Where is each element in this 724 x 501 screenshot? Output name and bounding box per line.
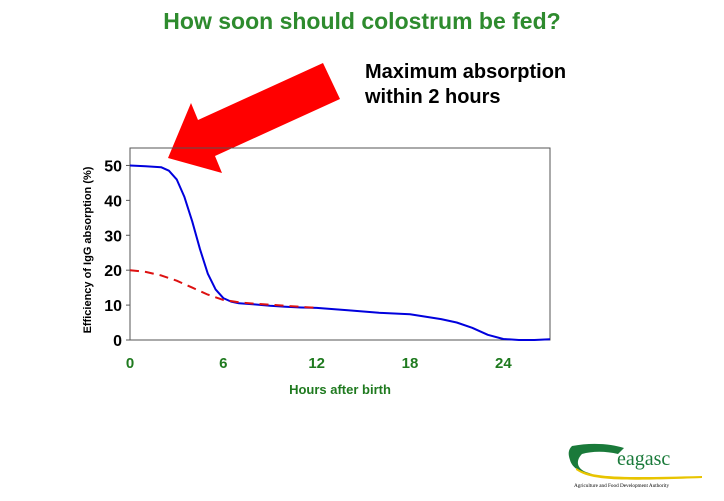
series-group [129,164,551,341]
x-tick-label: 18 [402,355,419,372]
y-tick-label: 30 [104,228,122,245]
x-tick-label: 0 [126,355,134,372]
y-tick-label: 0 [113,333,122,350]
logo-swoosh-yellow-icon [576,468,702,480]
y-tick-label: 10 [104,298,122,315]
logo-swoosh-icon [568,443,624,474]
x-tick-label: 24 [495,355,512,372]
series-line-1 [129,164,551,341]
red-arrow-icon [168,63,340,173]
plot-frame [129,147,551,341]
callout-line-1: Maximum absorption [365,61,567,83]
y-tick-label: 50 [104,158,122,175]
x-axis-label: Hours after birth [289,382,391,397]
y-tick-label: 20 [104,263,122,280]
y-ticks: 0 10 20 30 40 50 [104,158,130,350]
callout-line-2: within 2 hours [365,86,501,108]
callout-text: Maximum absorption within 2 hours [365,60,566,110]
page-title: How soon should colostrum be fed? [163,8,561,34]
logo-tagline: Agriculture and Food Development Authori… [574,483,669,489]
x-tick-label: 12 [308,355,325,372]
x-ticks: 0 6 12 18 24 [126,355,513,372]
logo-wordmark: eagasc [617,448,670,470]
teagasc-logo: eagasc Agriculture and Food Development … [568,443,702,489]
series-line-2 [129,269,317,309]
y-axis-label: Efficiency of IgG absorption (%) [82,166,94,333]
y-tick-label: 40 [104,193,122,210]
x-tick-label: 6 [219,355,227,372]
